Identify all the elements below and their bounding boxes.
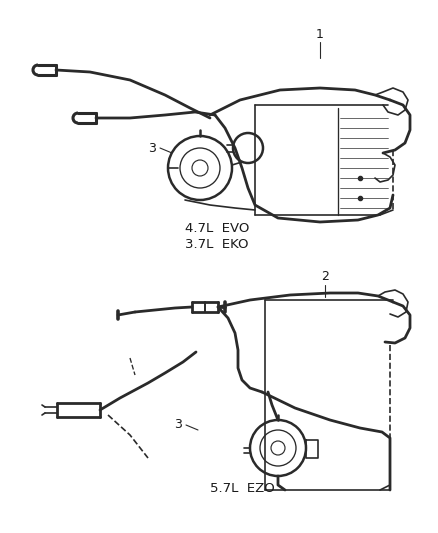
Text: 3.7L  EKO: 3.7L EKO	[185, 238, 248, 251]
Text: 2: 2	[321, 271, 329, 284]
Text: 5.7L  EZO: 5.7L EZO	[210, 481, 275, 495]
Text: 3: 3	[148, 141, 156, 155]
Text: 1: 1	[316, 28, 324, 41]
Text: 4.7L  EVO: 4.7L EVO	[185, 222, 249, 235]
Text: 3: 3	[174, 418, 182, 432]
